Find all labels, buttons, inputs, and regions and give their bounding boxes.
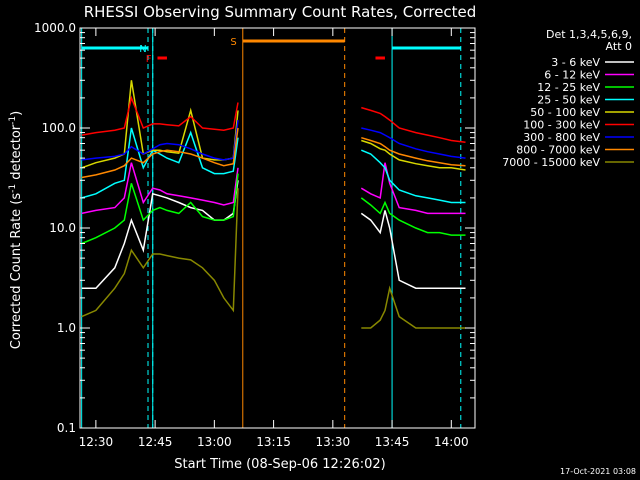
x-tick-label-0: 12:30: [79, 435, 114, 449]
x-tick-label-2: 13:00: [197, 435, 232, 449]
series-8-segment-0: [81, 188, 239, 318]
legend-label-1: 6 - 12 keV: [544, 69, 600, 82]
legend-label-3: 25 - 50 keV: [537, 94, 600, 107]
timestamp: 17-Oct-2021 03:08: [560, 467, 636, 476]
series-7-segment-1: [361, 136, 466, 167]
flag-label-N: N: [139, 44, 146, 55]
legend-header-attenuator: Att 0: [606, 40, 632, 53]
series-7-segment-0: [81, 127, 239, 179]
x-tick-label-4: 13:30: [316, 435, 351, 449]
y-tick-label-3: 100.0: [42, 121, 76, 135]
series-3-segment-0: [81, 127, 239, 199]
x-tick-label-1: 12:45: [138, 435, 173, 449]
legend-label-8: 7000 - 15000 keV: [502, 156, 600, 169]
series-2-segment-0: [81, 173, 239, 245]
series-0-segment-1: [360, 210, 466, 289]
flag-label-S: S: [230, 37, 236, 48]
series-4-segment-1: [361, 139, 466, 171]
series-5-segment-0: [81, 95, 239, 136]
x-tick-label-6: 14:00: [434, 435, 469, 449]
series-1-segment-0: [81, 162, 239, 215]
x-axis-label: Start Time (08-Sep-06 12:26:02): [174, 457, 385, 472]
y-axis-label: Corrected Count Rate (s-1 detector-1): [8, 111, 24, 349]
legend-label-0: 3 - 6 keV: [551, 56, 600, 69]
y-tick-label-4: 1000.0: [34, 21, 76, 35]
series-6-segment-1: [361, 127, 466, 159]
y-tick-label-0: 0.1: [57, 421, 76, 435]
series-3-segment-1: [361, 149, 466, 204]
legend-label-4: 50 - 100 keV: [530, 106, 600, 119]
series-6-segment-0: [81, 120, 239, 161]
series-5-segment-1: [361, 106, 466, 144]
flag-label-F: F: [146, 54, 152, 65]
series-2-segment-1: [360, 197, 466, 236]
x-tick-label-3: 13:15: [256, 435, 291, 449]
legend-header-detectors: Det 1,3,4,5,6,9,: [546, 28, 632, 41]
axes: 12:30 12:45 13:00 13:15 13:30 13:45 14:00 0.1 1.…: [34, 21, 476, 449]
series-1-segment-1: [360, 162, 466, 215]
legend-label-5: 100 - 300 keV: [523, 119, 600, 132]
legend-label-7: 800 - 7000 keV: [516, 144, 600, 157]
series-8-segment-1: [361, 285, 466, 329]
plot-area: NF S: [81, 28, 466, 428]
y-tick-label-2: 10.0: [49, 221, 76, 235]
y-tick-label-1: 1.0: [57, 321, 76, 335]
chart-title: RHESSI Observing Summary Count Rates, Co…: [84, 3, 477, 21]
x-tick-label-5: 13:45: [375, 435, 410, 449]
legend-label-6: 300 - 800 keV: [523, 131, 600, 144]
legend-label-2: 12 - 25 keV: [537, 81, 600, 94]
